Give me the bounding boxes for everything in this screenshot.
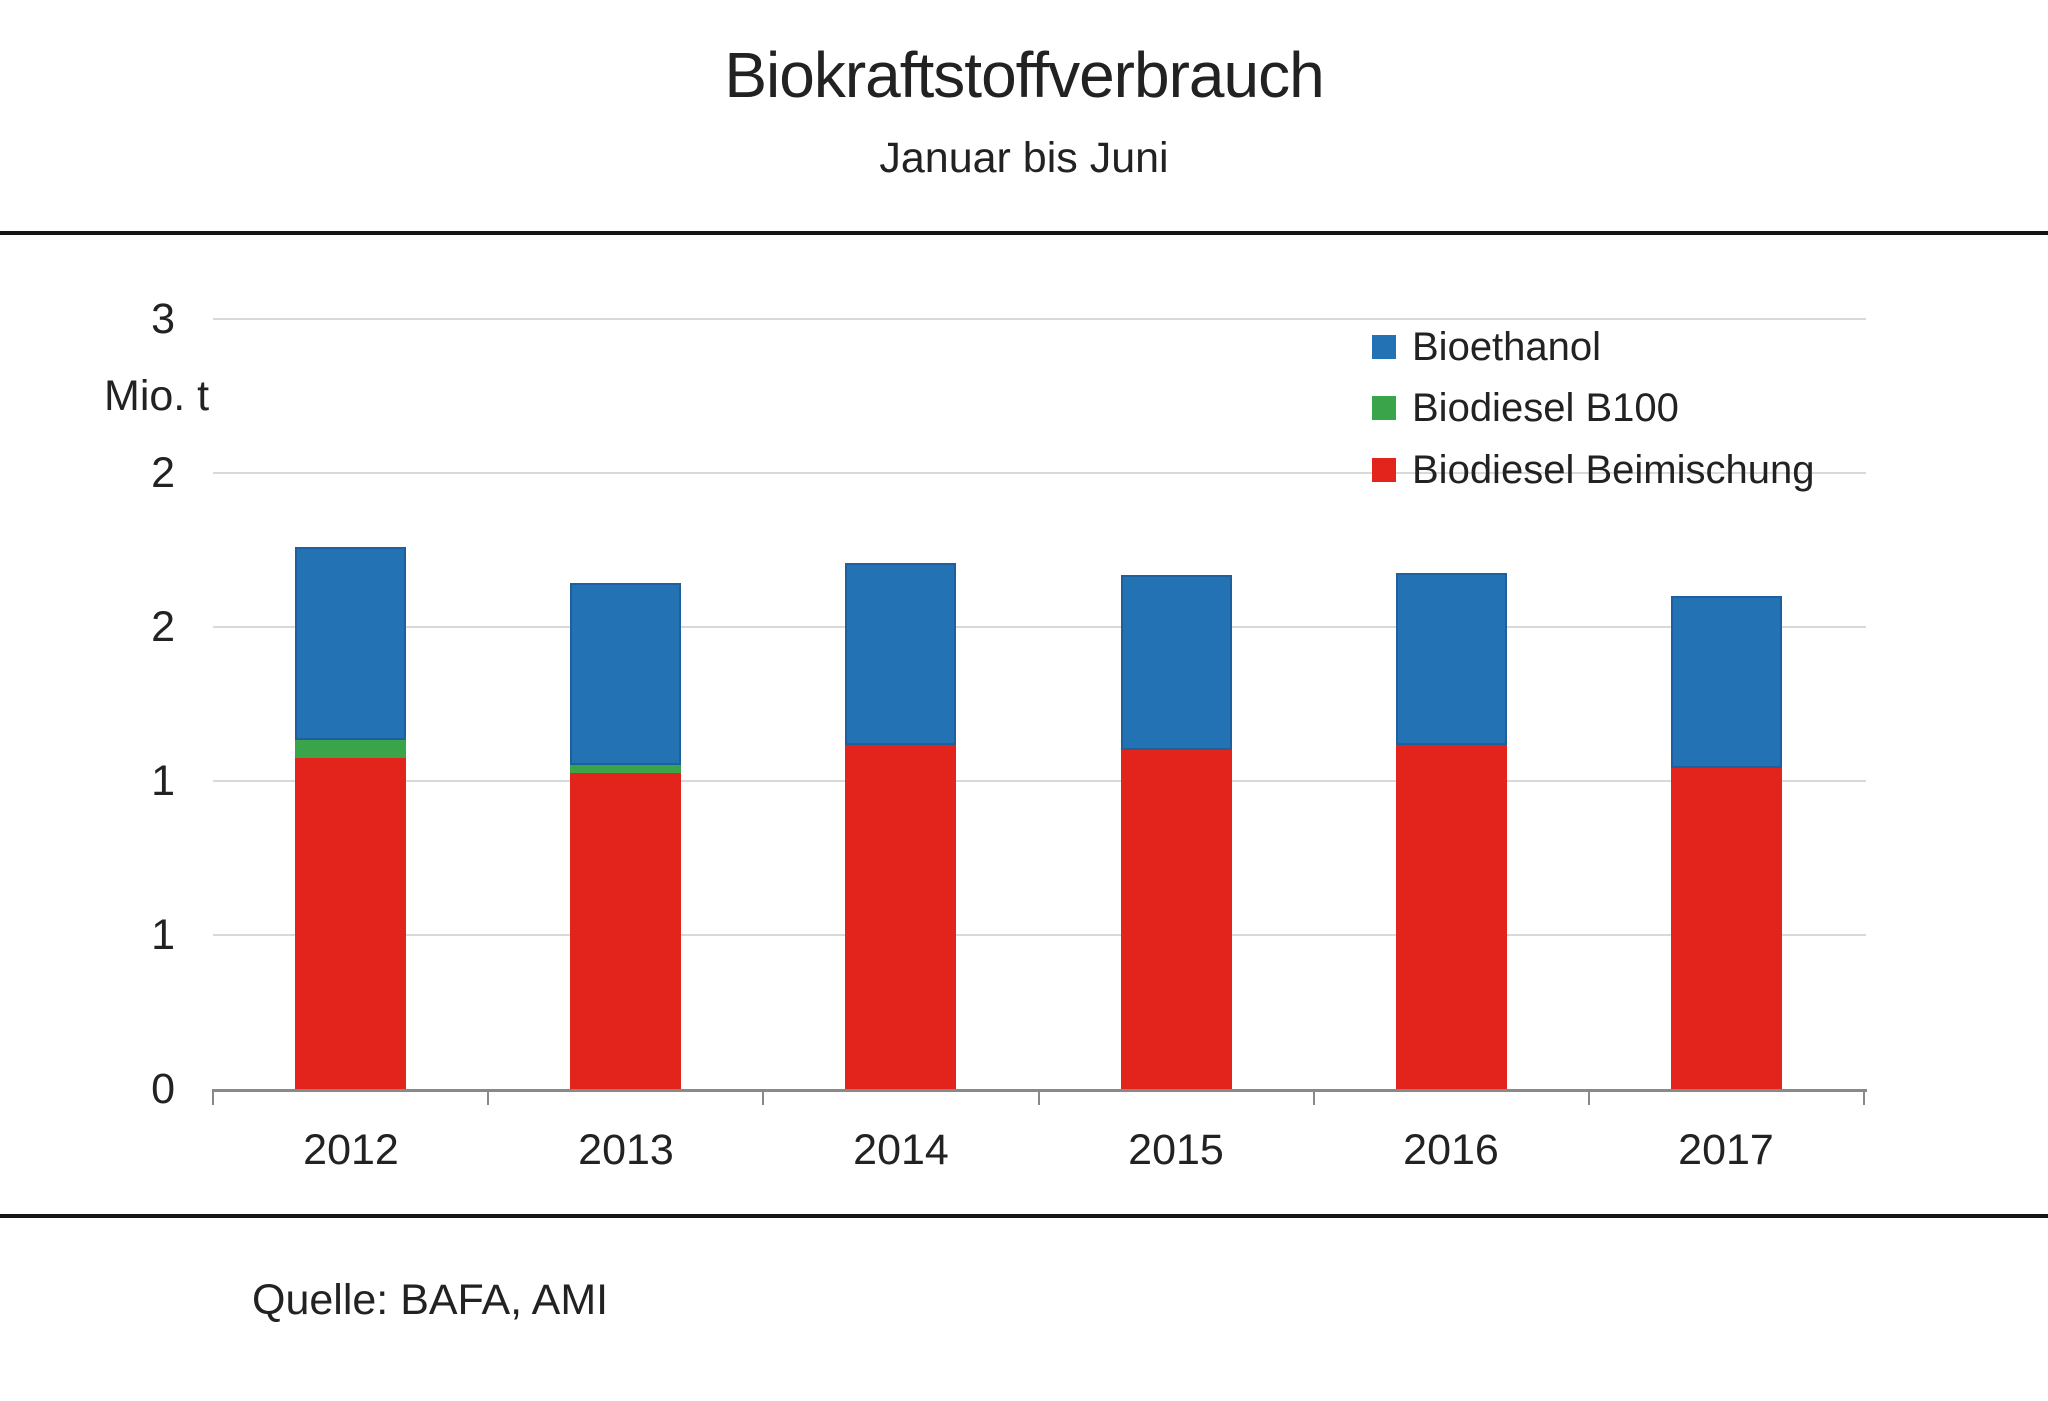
x-axis-category-label: 2013 <box>578 1126 674 1174</box>
y-gridline <box>213 318 1866 320</box>
y-axis-tick-label: 3 <box>151 295 175 343</box>
x-axis-category-label: 2015 <box>1128 1126 1224 1174</box>
y-gridline <box>213 472 1866 474</box>
chart-title: Biokraftstoffverbrauch <box>724 39 1324 111</box>
bar-segment-bioethanol <box>1671 596 1782 768</box>
bar-segment-biodiesel-beimischung <box>295 758 406 1089</box>
bar-segment-biodiesel-beimischung <box>1396 745 1507 1089</box>
x-axis-tick <box>762 1089 765 1105</box>
y-axis-tick-label: 2 <box>151 603 175 651</box>
bar-segment-biodiesel-b100 <box>570 765 681 773</box>
bar-segment-biodiesel-b100 <box>295 740 406 758</box>
legend-swatch-icon <box>1372 335 1396 359</box>
y-axis-tick-label: 0 <box>151 1065 175 1113</box>
x-axis-category-label: 2014 <box>853 1126 949 1174</box>
legend-item-label: Bioethanol <box>1412 324 1602 369</box>
x-axis-category-label: 2012 <box>303 1126 399 1174</box>
x-axis-tick <box>212 1089 214 1105</box>
x-axis-line <box>212 1089 1867 1092</box>
legend-item-bioethanol: Bioethanol <box>1372 322 1601 372</box>
bar-segment-bioethanol <box>1396 573 1507 745</box>
bottom-divider <box>0 1214 2048 1218</box>
top-divider <box>0 231 2048 235</box>
bar-segment-biodiesel-beimischung <box>1671 768 1782 1089</box>
x-axis-category-label: 2017 <box>1678 1126 1774 1174</box>
bar-segment-biodiesel-beimischung <box>1121 750 1232 1089</box>
legend-item-biodiesel-beimischung: Biodiesel Beimischung <box>1372 445 1814 495</box>
x-axis-tick <box>487 1089 490 1105</box>
x-axis-tick <box>1863 1089 1865 1105</box>
legend-swatch-icon <box>1372 396 1396 420</box>
bar-segment-bioethanol <box>570 583 681 765</box>
x-axis-tick <box>1037 1089 1040 1105</box>
y-axis-tick-label: 2 <box>151 449 175 497</box>
y-axis-unit-label: Mio. t <box>104 372 210 420</box>
legend-item-label: Biodiesel B100 <box>1412 385 1679 430</box>
legend-swatch-icon <box>1372 458 1396 482</box>
bar-segment-biodiesel-beimischung <box>845 745 956 1089</box>
legend-item-biodiesel-b100: Biodiesel B100 <box>1372 383 1679 433</box>
bar-segment-bioethanol <box>295 547 406 740</box>
x-axis-tick <box>1587 1089 1590 1105</box>
x-axis-category-label: 2016 <box>1403 1126 1499 1174</box>
bar-segment-bioethanol <box>1121 575 1232 750</box>
y-axis-tick-label: 1 <box>151 757 175 805</box>
source-note: Quelle: BAFA, AMI <box>252 1276 609 1324</box>
legend-item-label: Biodiesel Beimischung <box>1412 447 1815 492</box>
bar-segment-biodiesel-beimischung <box>570 773 681 1089</box>
y-gridline <box>213 934 1866 936</box>
bar-segment-bioethanol <box>845 563 956 745</box>
chart-subtitle: Januar bis Juni <box>879 134 1169 182</box>
y-gridline <box>213 626 1866 628</box>
y-axis-tick-label: 1 <box>151 911 175 959</box>
x-axis-tick <box>1312 1089 1315 1105</box>
y-gridline <box>213 780 1866 782</box>
